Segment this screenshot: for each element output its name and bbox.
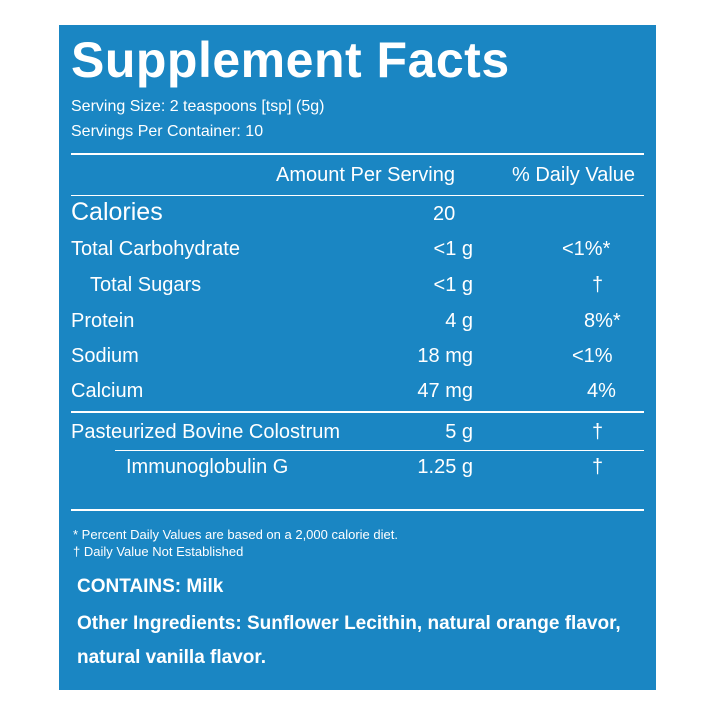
supplement-amount-immunoglobulin: 1.25 g bbox=[417, 456, 473, 478]
other-ingredients-line2: natural vanilla flavor. bbox=[77, 647, 267, 668]
nutrient-dv-sodium: <1% bbox=[572, 345, 613, 367]
nutrient-dv-protein: 8%* bbox=[584, 310, 621, 332]
nutrient-label-calcium: Calcium bbox=[71, 380, 144, 402]
nutrient-dv-total-carbohydrate: <1%* bbox=[562, 238, 611, 260]
divider-bottom bbox=[71, 509, 644, 511]
nutrient-dv-total-sugars: † bbox=[592, 274, 604, 296]
nutrient-amount-sodium: 18 mg bbox=[417, 345, 473, 367]
calories-label: Calories bbox=[71, 198, 163, 226]
servings-per-container: Servings Per Container: 10 bbox=[71, 123, 264, 140]
nutrient-label-total-carbohydrate: Total Carbohydrate bbox=[71, 238, 240, 260]
divider-supplements bbox=[71, 411, 644, 413]
calories-amount: 20 bbox=[433, 203, 456, 225]
footnote-percent-dv: * Percent Daily Values are based on a 2,… bbox=[73, 527, 398, 542]
nutrient-amount-total-sugars: <1 g bbox=[433, 274, 473, 296]
supplement-label-immunoglobulin: Immunoglobulin G bbox=[126, 456, 289, 478]
nutrient-amount-total-carbohydrate: <1 g bbox=[433, 238, 473, 260]
serving-size: Serving Size: 2 teaspoons [tsp] (5g) bbox=[71, 98, 325, 115]
supplement-dv-immunoglobulin: † bbox=[592, 456, 604, 478]
nutrient-label-total-sugars: Total Sugars bbox=[90, 274, 202, 296]
other-ingredients-line1: Other Ingredients: Sunflower Lecithin, n… bbox=[77, 613, 621, 634]
supplement-label-colostrum: Pasteurized Bovine Colostrum bbox=[71, 421, 341, 443]
header-amount-per-serving: Amount Per Serving bbox=[276, 164, 455, 186]
divider-header bbox=[71, 195, 644, 196]
footnote-dagger: † Daily Value Not Established bbox=[73, 544, 244, 559]
nutrient-amount-calcium: 47 mg bbox=[417, 380, 473, 402]
supplement-amount-colostrum: 5 g bbox=[445, 421, 473, 443]
nutrient-label-sodium: Sodium bbox=[71, 345, 139, 367]
nutrient-dv-calcium: 4% bbox=[587, 380, 616, 402]
contains-statement: CONTAINS: Milk bbox=[77, 576, 224, 597]
divider-top bbox=[71, 153, 644, 155]
divider-immunoglobulin bbox=[115, 450, 644, 451]
supplement-facts-panel: Supplement Facts Serving Size: 2 teaspoo… bbox=[59, 25, 656, 690]
panel-title: Supplement Facts bbox=[71, 32, 510, 88]
nutrient-label-protein: Protein bbox=[71, 310, 135, 332]
header-daily-value: % Daily Value bbox=[512, 164, 636, 186]
supplement-dv-colostrum: † bbox=[592, 421, 604, 443]
nutrient-amount-protein: 4 g bbox=[445, 310, 473, 332]
